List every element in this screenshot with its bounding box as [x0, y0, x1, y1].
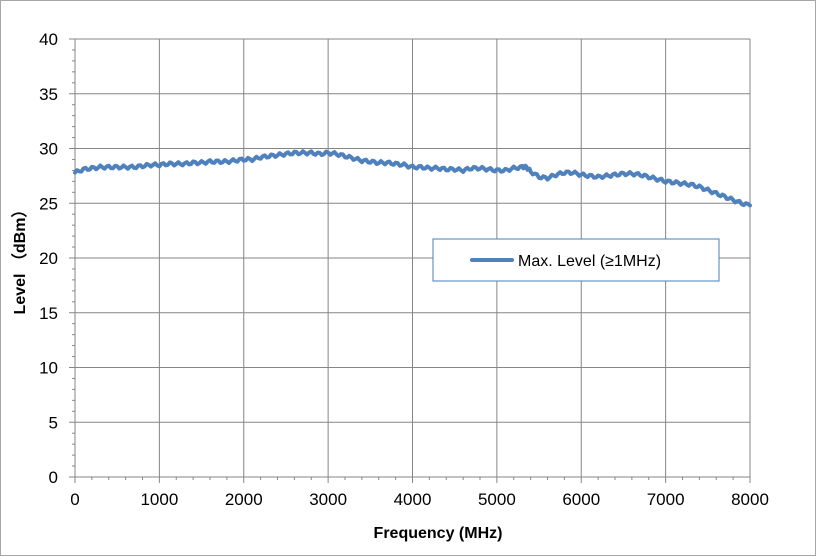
x-tick-label: 5000 — [478, 490, 516, 509]
y-tick-label: 40 — [39, 30, 58, 49]
x-tick-label: 3000 — [309, 490, 347, 509]
y-axis-title: Level （dBm） — [11, 202, 29, 315]
y-tick-label: 30 — [39, 140, 58, 159]
y-tick-labels: 0 5 10 15 20 25 30 35 40 — [39, 30, 58, 487]
x-tick-label: 8000 — [731, 490, 769, 509]
legend-label: Max. Level (≥1MHz) — [518, 253, 661, 270]
x-tick-label: 2000 — [225, 490, 263, 509]
x-axis-title: Frequency (MHz) — [374, 525, 503, 542]
x-tick-labels: 0 1000 2000 3000 4000 5000 6000 7000 8000 — [70, 490, 769, 509]
x-tick-label: 0 — [70, 490, 79, 509]
y-tick-label: 20 — [39, 249, 58, 268]
x-tick-label: 4000 — [394, 490, 432, 509]
x-tick-label: 6000 — [562, 490, 600, 509]
legend: Max. Level (≥1MHz) — [432, 238, 720, 282]
x-tick-label: 7000 — [647, 490, 685, 509]
x-tick-label: 1000 — [140, 490, 178, 509]
axes — [69, 38, 751, 483]
y-tick-label: 0 — [49, 468, 58, 487]
series-layer — [73, 149, 752, 208]
y-tick-label: 10 — [39, 359, 58, 378]
y-tick-label: 35 — [39, 85, 58, 104]
series-line-0 — [73, 149, 752, 208]
y-tick-label: 15 — [39, 304, 58, 323]
y-tick-label: 5 — [49, 413, 58, 432]
y-tick-label: 25 — [39, 194, 58, 213]
